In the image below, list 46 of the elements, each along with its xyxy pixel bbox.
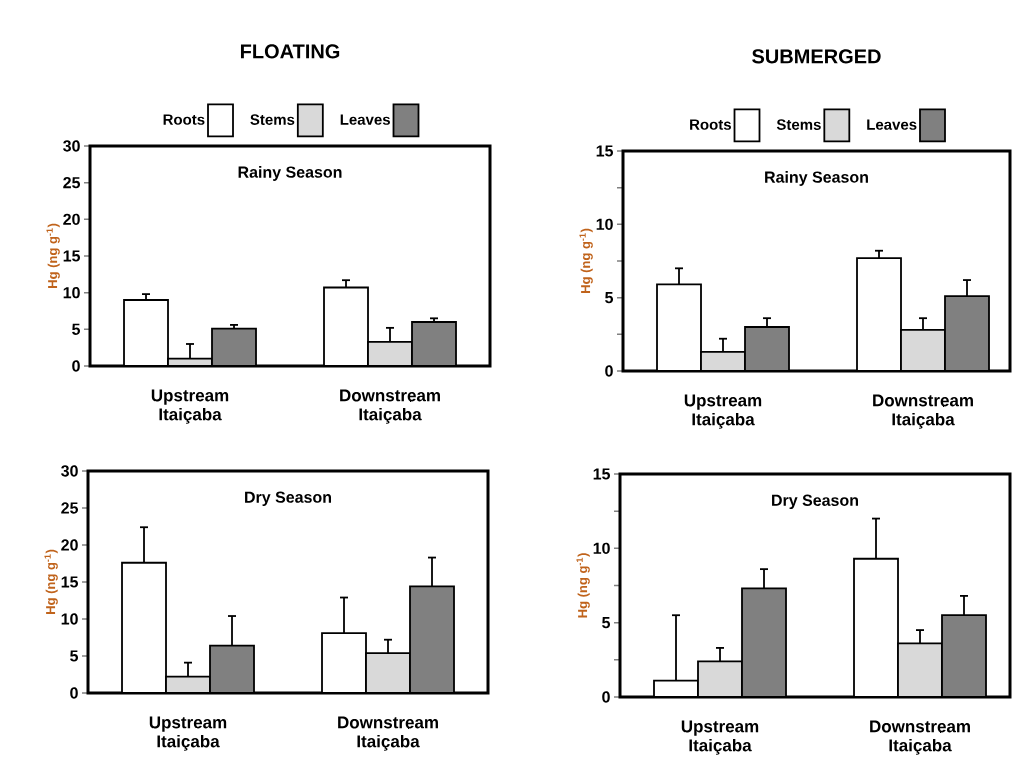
y-axis-title: Hg (ng g$^{-1}$) [579, 228, 593, 293]
y-tick-label: 15 [593, 468, 611, 480]
text: Dry Season [772, 494, 858, 510]
x-tick-label: Downstream Itaiçaba [870, 720, 970, 755]
y-tick-label: 25 [63, 177, 81, 189]
text: Rainy Season [238, 166, 342, 181]
y-tick-label: 0 [72, 360, 80, 372]
x-tick-label: Upstream Itaiçaba [681, 720, 759, 755]
y-tick-label: 0 [602, 691, 610, 703]
text: Rainy Season [765, 171, 868, 186]
x-tick-label: Downstream Itaiçaba [340, 389, 440, 424]
y-tick-label: 15 [61, 576, 79, 588]
x-tick-label: Upstream Itaiçaba [684, 394, 762, 429]
y-tick-label: 15 [596, 145, 614, 157]
legend-label: Roots [690, 119, 731, 130]
legend-label: Stems [250, 114, 295, 125]
x-tick-label: Downstream Itaiçaba [873, 394, 973, 429]
y-axis-title: Hg (ng g$^{-1}$) [46, 223, 60, 288]
y-tick-label: 25 [61, 502, 79, 514]
x-tick-label: Upstream Itaiçaba [149, 716, 227, 751]
y-tick-label: 15 [63, 250, 81, 262]
chart-title: SUBMERGED [752, 49, 881, 64]
y-tick-label: 30 [61, 465, 78, 477]
legend-label: Roots [163, 114, 205, 125]
chart-title: FLOATING [240, 44, 340, 59]
y-tick-label: 0 [605, 365, 613, 377]
y-axis-title: Hg (ng g$^{-1}$) [44, 549, 58, 614]
x-tick-label: Upstream Itaiçaba [151, 389, 229, 424]
y-tick-label: 20 [61, 539, 78, 551]
legend-label: Leaves [867, 119, 917, 130]
y-tick-label: 10 [61, 613, 78, 625]
y-tick-label: 5 [72, 323, 81, 335]
y-tick-label: 0 [70, 687, 78, 699]
legend-label: Leaves [340, 114, 390, 125]
legend-label: Stems [776, 119, 821, 130]
y-tick-label: 10 [596, 218, 613, 230]
text: Dry Season [245, 491, 332, 506]
y-axis-title: Hg (ng g$^{-1}$) [576, 553, 590, 618]
x-tick-label: Downstream Itaiçaba [338, 716, 438, 751]
y-tick-label: 5 [70, 650, 79, 662]
y-tick-label: 10 [63, 287, 80, 299]
y-tick-label: 5 [602, 617, 611, 629]
y-tick-label: 30 [63, 140, 80, 152]
y-tick-label: 10 [593, 542, 610, 554]
y-tick-label: 20 [63, 213, 80, 225]
y-tick-label: 5 [605, 292, 614, 304]
